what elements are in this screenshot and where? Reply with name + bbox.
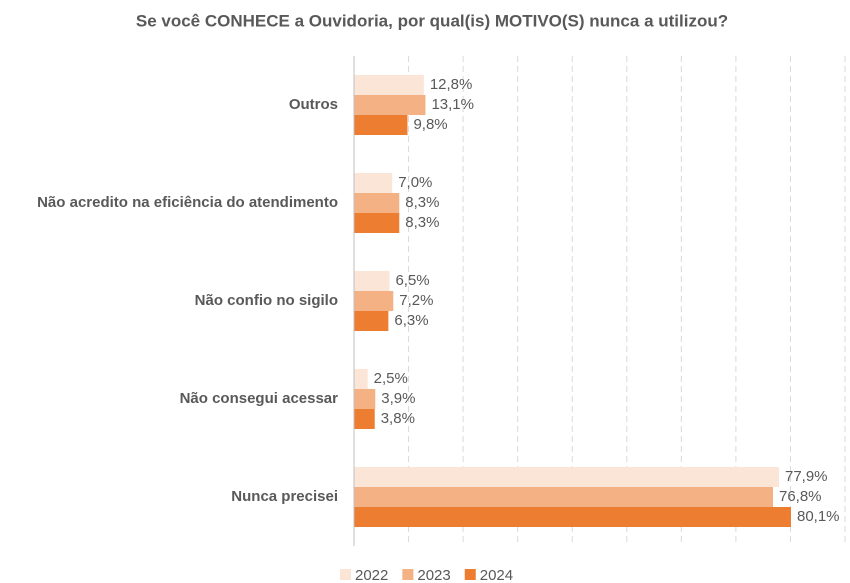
value-label: 6,5% — [395, 272, 429, 289]
bar — [354, 193, 400, 213]
legend-label: 2024 — [480, 567, 513, 583]
value-label: 12,8% — [430, 76, 473, 93]
value-label: 3,8% — [381, 410, 415, 427]
value-label: 7,2% — [399, 292, 433, 309]
category-label: Não consegui acessar — [180, 390, 339, 407]
category-label: Não confio no sigilo — [195, 292, 338, 309]
value-label: 7,0% — [398, 174, 432, 191]
value-label: 13,1% — [431, 96, 474, 113]
value-label: 3,9% — [381, 390, 415, 407]
value-label: 77,9% — [785, 468, 828, 485]
chart-title: Se você CONHECE a Ouvidoria, por qual(is… — [136, 11, 728, 30]
bar — [354, 409, 375, 429]
legend-swatch — [464, 569, 476, 580]
bar — [354, 487, 773, 507]
legend-label: 2022 — [355, 567, 388, 583]
bar — [354, 213, 400, 233]
value-label: 6,3% — [394, 312, 428, 329]
bar — [354, 311, 389, 331]
legend-swatch — [340, 569, 351, 580]
bar — [354, 467, 779, 487]
value-label: 80,1% — [797, 508, 840, 525]
legend-label: 2023 — [417, 567, 450, 583]
bar — [354, 271, 390, 291]
bar — [354, 507, 791, 527]
bar — [354, 389, 376, 409]
value-label: 9,8% — [413, 116, 447, 133]
category-label: Não acredito na eficiência do atendiment… — [37, 194, 338, 211]
bar — [354, 115, 408, 135]
value-label: 8,3% — [405, 214, 439, 231]
bar — [354, 95, 426, 115]
category-label: Nunca precisei — [231, 488, 338, 505]
bar — [354, 291, 394, 311]
bar — [354, 75, 424, 95]
value-label: 8,3% — [405, 194, 439, 211]
bar — [354, 173, 393, 193]
legend-swatch — [402, 569, 414, 580]
value-label: 2,5% — [374, 370, 408, 387]
bar — [354, 369, 368, 389]
category-label: Outros — [289, 96, 338, 113]
value-label: 76,8% — [779, 488, 822, 505]
